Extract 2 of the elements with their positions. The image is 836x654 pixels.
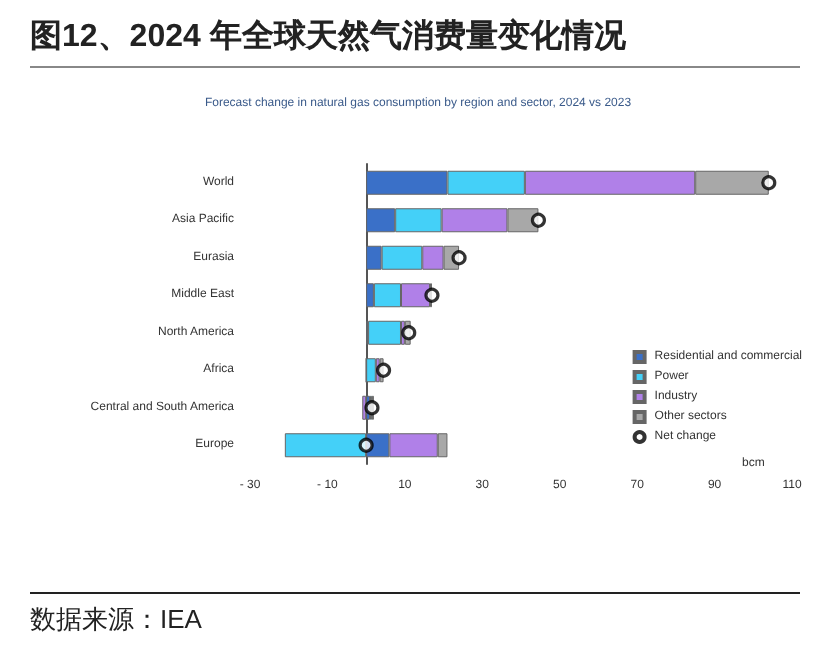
source-note: 数据来源：IEA xyxy=(30,592,800,638)
chart-title: 图12、2024 年全球天然气消费量变化情况 xyxy=(30,16,800,68)
